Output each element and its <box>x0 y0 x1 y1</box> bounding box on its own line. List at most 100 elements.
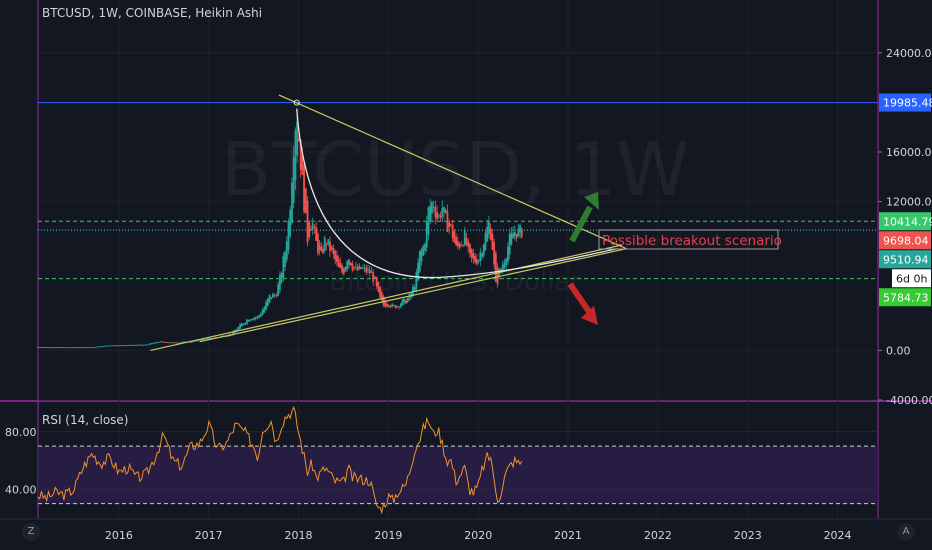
candle-body <box>287 221 290 251</box>
candle-body <box>76 347 79 349</box>
candle-body <box>92 347 95 348</box>
x-tick-label: 2022 <box>644 529 672 542</box>
arrow-down-head <box>581 306 598 325</box>
candle-body <box>244 322 247 325</box>
ascending-trendline <box>150 244 623 351</box>
candle-body <box>348 259 350 266</box>
candle-body <box>337 258 340 268</box>
candle-body <box>494 253 497 282</box>
breakout-annotation[interactable]: Possible breakout scenario <box>598 229 782 250</box>
candle-body <box>413 287 416 292</box>
candle-body <box>114 345 117 347</box>
candle-body <box>258 315 261 318</box>
x-tick-label: 2018 <box>285 529 313 542</box>
candle-body <box>384 300 387 308</box>
candle-body <box>308 221 311 238</box>
price-label-box <box>879 212 931 231</box>
candle-body <box>512 233 515 239</box>
candle-body <box>270 296 273 299</box>
candle-body <box>275 295 278 297</box>
zoom-icon[interactable]: Z <box>22 523 40 541</box>
candle-body <box>272 293 274 298</box>
candle-body <box>510 232 513 245</box>
candle-body <box>458 243 461 248</box>
candle-body <box>85 347 88 349</box>
candle-body <box>370 271 373 273</box>
candle-body <box>453 231 456 243</box>
candle-body <box>73 347 76 349</box>
candle-body <box>66 347 69 349</box>
candle-body <box>477 260 480 262</box>
candle-body <box>278 274 281 291</box>
candle-body <box>259 313 262 317</box>
candle-body <box>56 347 58 348</box>
candle-body <box>88 347 91 349</box>
candle-body <box>121 345 124 347</box>
candle-body <box>280 272 283 283</box>
candle-body <box>182 341 185 343</box>
candle-body <box>356 267 359 271</box>
candle-body <box>513 232 516 236</box>
rsi-line <box>37 405 523 515</box>
candle-body <box>80 347 83 348</box>
candle-body <box>190 341 193 343</box>
candle-body <box>437 215 440 217</box>
time-axis[interactable]: 2016 2017 2018 2019 2020 2021 2022 2023 2024 <box>105 529 852 542</box>
candle-body <box>254 317 257 319</box>
candle-body <box>372 272 375 282</box>
candle-body <box>47 347 50 349</box>
candle-body <box>37 347 39 348</box>
candle-body <box>330 246 333 250</box>
candle-body <box>443 206 445 213</box>
candle-body <box>360 267 362 269</box>
candle-body <box>517 228 520 237</box>
candle-body <box>40 347 43 349</box>
candle-body <box>505 258 508 266</box>
curve-anchor <box>293 99 300 106</box>
candle-body <box>420 249 423 262</box>
price-label: 10414.79 <box>883 215 932 228</box>
candle-body <box>373 276 376 279</box>
candle-body <box>301 154 304 175</box>
drawings[interactable] <box>150 94 627 351</box>
candle-body <box>377 281 380 292</box>
candle-body <box>197 340 200 342</box>
candle-body <box>225 336 228 337</box>
x-tick-label: 2019 <box>374 529 402 542</box>
candle-body <box>265 301 267 310</box>
candle-body <box>405 300 407 304</box>
candle-body <box>38 347 41 348</box>
candle-body <box>469 244 471 254</box>
candle-body <box>261 310 264 315</box>
candle-body <box>456 241 459 246</box>
candle-body <box>61 347 64 349</box>
candle-body <box>389 305 392 308</box>
rsi-tick-label: 40.00 <box>5 483 37 496</box>
candle-body <box>135 345 138 346</box>
candle-body <box>142 344 145 346</box>
candle-body <box>484 232 487 250</box>
candle-body <box>380 292 383 301</box>
candle-body <box>398 306 400 308</box>
candle-body <box>82 347 84 349</box>
candle-body <box>78 347 81 349</box>
price-axis[interactable]: 24000.00 16000.00 12000.00 0.00 -4000.00 1998… <box>878 47 932 407</box>
rsi-pane: 80.00 40.00 <box>5 405 878 515</box>
candle-body <box>368 269 371 274</box>
candle-body <box>418 250 421 272</box>
candle-body <box>75 347 77 349</box>
candle-body <box>425 221 428 248</box>
candle-body <box>296 121 299 156</box>
candle-body <box>289 209 292 236</box>
y-tick-label: 16000.00 <box>886 146 932 159</box>
candle-body <box>147 344 150 346</box>
candle-body <box>152 342 155 344</box>
price-label: 19985.48 <box>883 97 932 110</box>
auto-scale-icon[interactable]: A <box>897 523 915 541</box>
candle-body <box>304 188 307 214</box>
candle-body <box>415 271 418 290</box>
candle-body <box>201 339 204 341</box>
candle-body <box>130 345 133 346</box>
candle-body <box>344 266 347 272</box>
